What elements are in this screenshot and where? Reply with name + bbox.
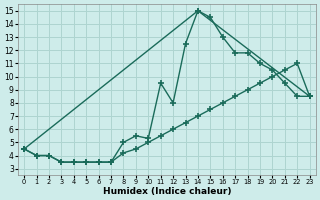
X-axis label: Humidex (Indice chaleur): Humidex (Indice chaleur) [103, 187, 231, 196]
